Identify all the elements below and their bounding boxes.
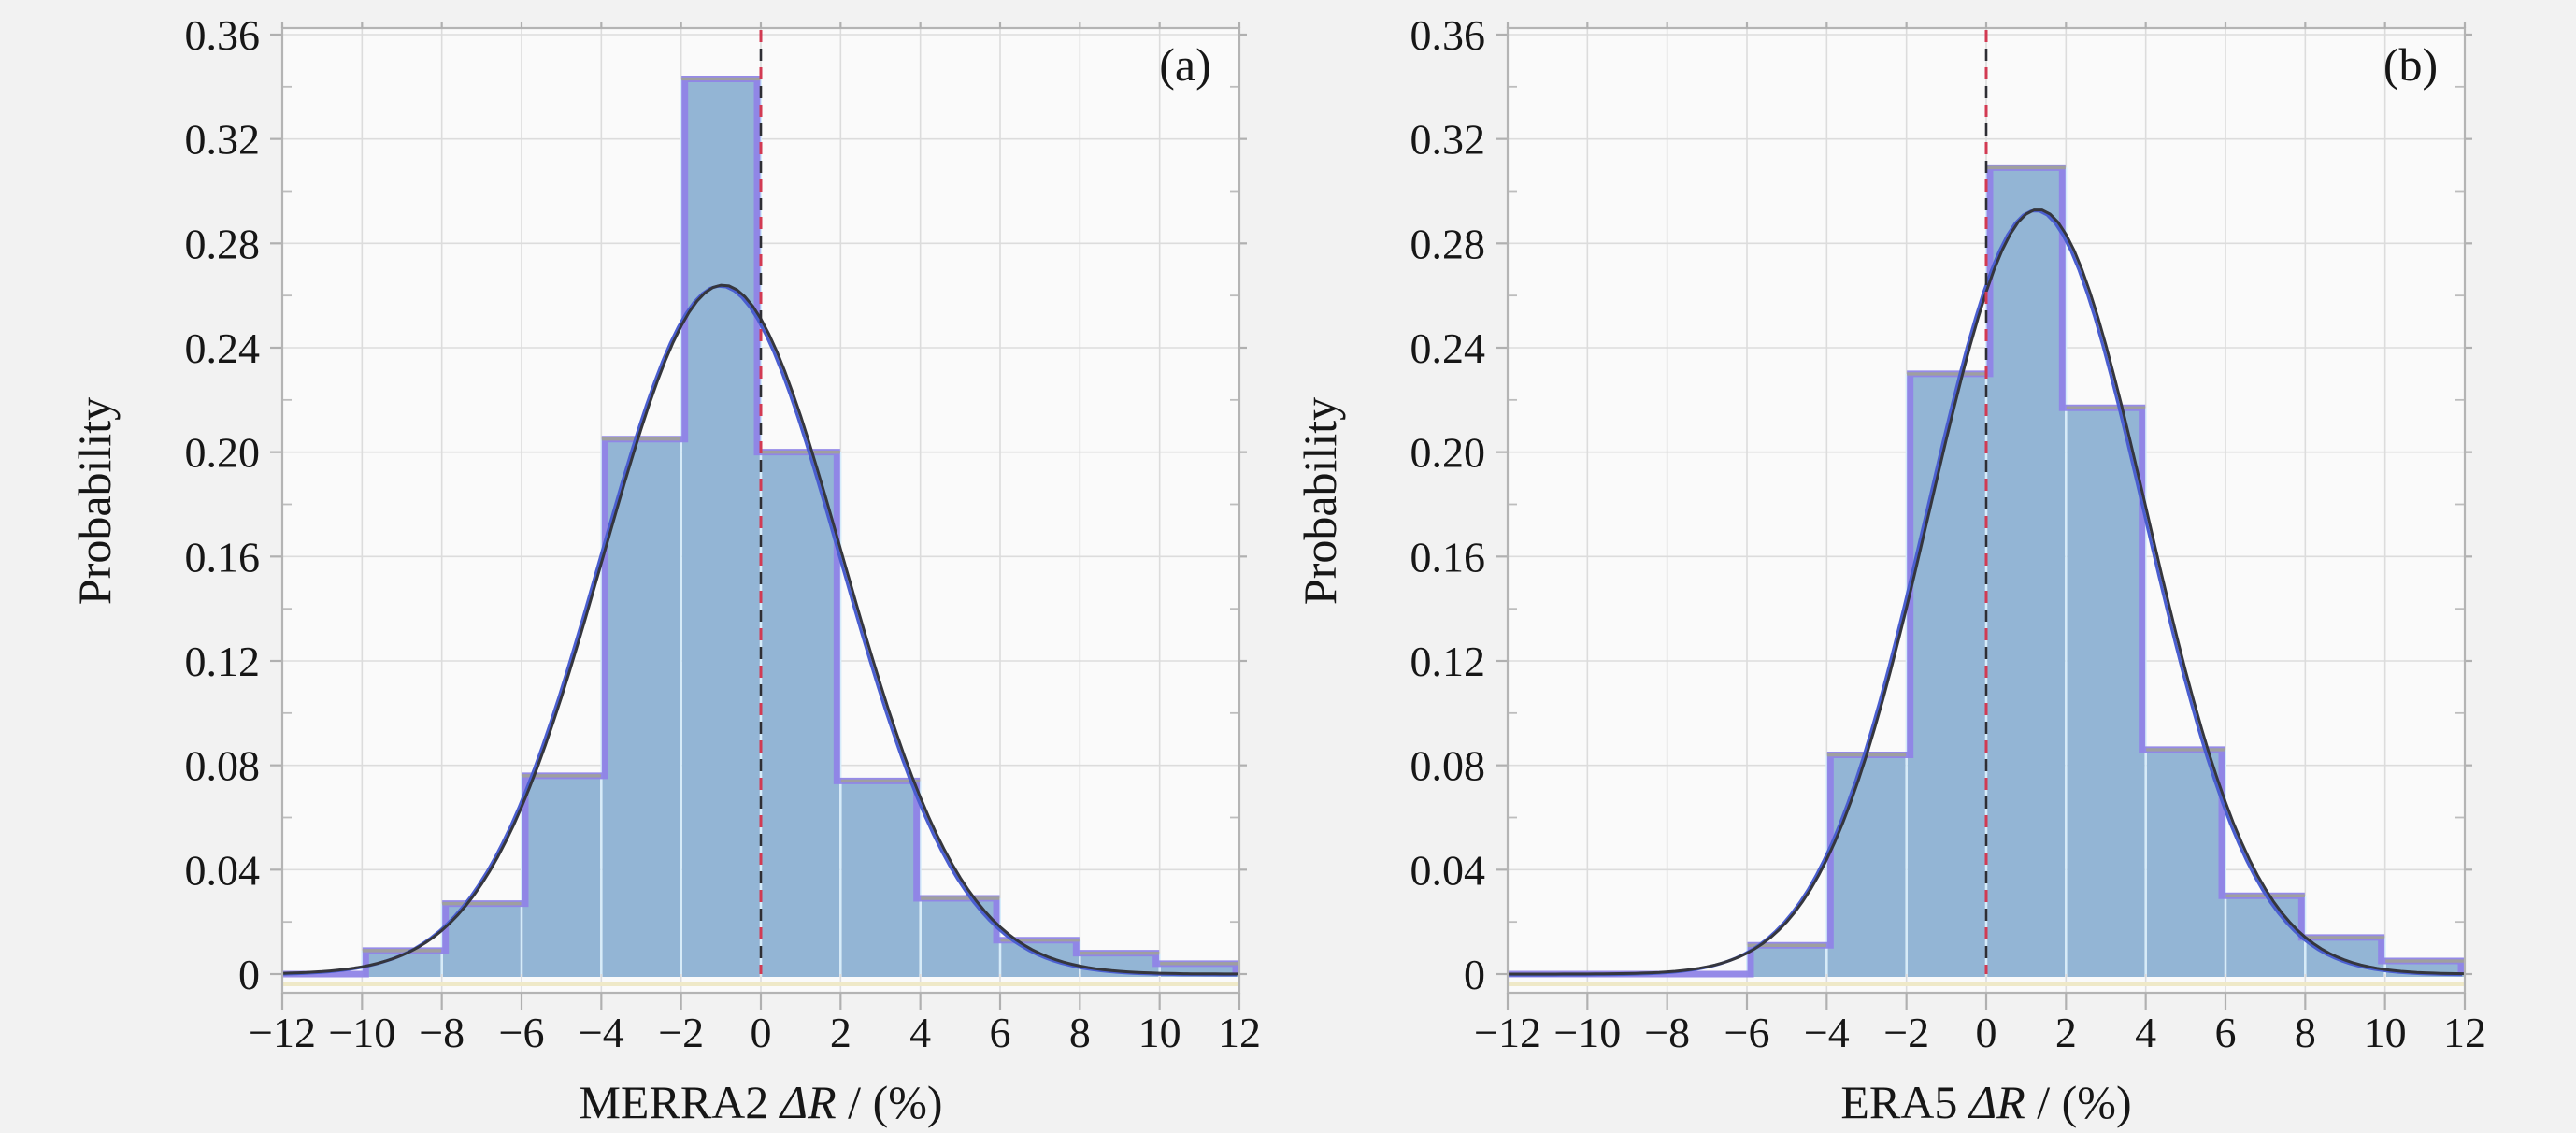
y-tick-label: 0.36 xyxy=(185,11,261,59)
panel-label: (a) xyxy=(1159,38,1211,91)
x-tick-label: −4 xyxy=(579,1009,624,1056)
histogram-bar xyxy=(2067,408,2145,977)
x-tick-label: 6 xyxy=(2215,1009,2237,1056)
histogram-bar xyxy=(522,775,601,977)
histogram-bar xyxy=(841,781,920,977)
histogram-bar xyxy=(1748,945,1826,977)
x-tick-label: 2 xyxy=(830,1009,852,1056)
y-tick-label: 0.16 xyxy=(1410,533,1486,581)
histogram-bar xyxy=(681,79,760,977)
histogram-bar xyxy=(762,452,840,977)
x-tick-label: 10 xyxy=(2364,1009,2407,1056)
x-tick-label: 6 xyxy=(990,1009,1011,1056)
histogram-bar xyxy=(2306,937,2384,977)
histogram-bar xyxy=(1907,373,1985,977)
x-tick-label: 0 xyxy=(1976,1009,1997,1056)
x-tick-label: 8 xyxy=(1069,1009,1091,1056)
histogram-bar xyxy=(1987,167,2066,978)
y-tick-label: 0.20 xyxy=(185,429,261,477)
x-tick-label: 12 xyxy=(1218,1009,1261,1056)
histogram-bar xyxy=(2146,749,2225,977)
data-layer xyxy=(1508,30,2465,986)
y-tick-label: 0.24 xyxy=(185,324,261,372)
y-tick-label: 0.36 xyxy=(1410,11,1486,59)
x-tick-label: 4 xyxy=(909,1009,931,1056)
x-tick-label: 10 xyxy=(1138,1009,1181,1056)
x-tick-label: −8 xyxy=(1644,1009,1690,1056)
y-axis-title: Probability xyxy=(68,397,121,605)
y-tick-label: 0.32 xyxy=(185,116,261,164)
x-tick-label: −2 xyxy=(1883,1009,1929,1056)
histogram-bar xyxy=(1827,754,1906,977)
histogram-bar xyxy=(602,438,680,977)
y-tick-label: 0.20 xyxy=(1410,429,1486,477)
y-tick-label: 0.28 xyxy=(1410,220,1486,267)
x-tick-label: −2 xyxy=(658,1009,704,1056)
panel-label: (b) xyxy=(2383,38,2438,91)
histogram-bar xyxy=(2226,896,2305,977)
panel-a: 0 0.04 0.08 0.12 0.16 0.20 0.24 0.28 0.32 0.36 −12… xyxy=(68,11,1261,1128)
y-tick-label: 0.12 xyxy=(1410,638,1486,685)
x-tick-label: 2 xyxy=(2055,1009,2077,1056)
x-tick-label: −8 xyxy=(419,1009,465,1056)
y-tick-label: 0 xyxy=(238,951,260,998)
x-tick-label: −10 xyxy=(1553,1009,1621,1056)
histogram-bar xyxy=(921,898,999,977)
y-axis-title: Probability xyxy=(1294,397,1346,605)
x-tick-label: −10 xyxy=(328,1009,395,1056)
y-tick-label: 0.12 xyxy=(185,638,261,685)
x-tick-label: −6 xyxy=(499,1009,545,1056)
y-tick-label: 0 xyxy=(1464,951,1485,998)
x-tick-label: −12 xyxy=(249,1009,316,1056)
y-tick-label: 0.24 xyxy=(1410,324,1486,372)
y-tick-label: 0.08 xyxy=(185,742,261,790)
y-tick-label: 0.28 xyxy=(185,220,261,267)
x-axis-title: MERRA2 ΔR / (%) xyxy=(579,1076,942,1128)
x-tick-label: 0 xyxy=(751,1009,772,1056)
x-tick-label: 12 xyxy=(2443,1009,2486,1056)
x-axis-title: ERA5 ΔR / (%) xyxy=(1840,1076,2131,1128)
x-tick-label: −6 xyxy=(1724,1009,1770,1056)
histogram-bar xyxy=(1001,939,1080,977)
y-tick-label: 0.08 xyxy=(1410,742,1486,790)
y-tick-label: 0.16 xyxy=(185,533,261,581)
x-tick-label: 8 xyxy=(2295,1009,2316,1056)
x-tick-label: 4 xyxy=(2135,1009,2156,1056)
x-tick-label: −12 xyxy=(1474,1009,1541,1056)
y-tick-label: 0.04 xyxy=(1410,846,1486,894)
data-layer xyxy=(282,30,1239,986)
x-tick-label: −4 xyxy=(1804,1009,1850,1056)
y-tick-label: 0.32 xyxy=(1410,116,1486,164)
y-tick-label: 0.04 xyxy=(185,846,261,894)
panel-b: 0 0.04 0.08 0.12 0.16 0.20 0.24 0.28 0.32 0.36 −12… xyxy=(1294,11,2486,1128)
